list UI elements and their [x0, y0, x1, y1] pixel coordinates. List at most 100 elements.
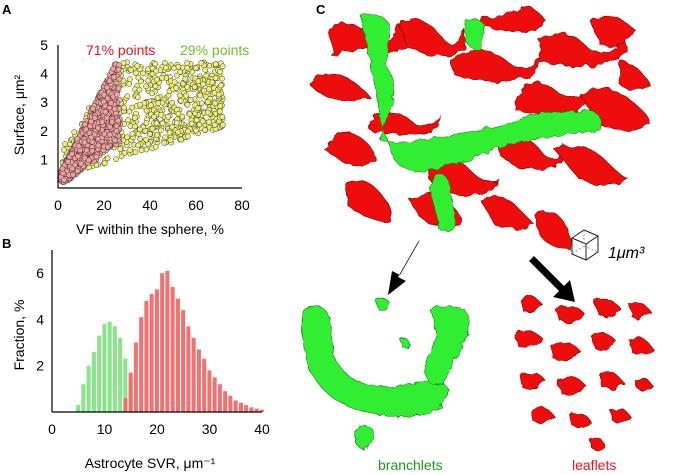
scatter-point [85, 157, 92, 163]
scatter-point [99, 119, 106, 125]
x-tick-label: 80 [234, 197, 250, 213]
scatter-point [136, 86, 143, 93]
scatter-point [219, 75, 225, 82]
scatter-point [115, 85, 122, 92]
scatter-point [95, 125, 101, 131]
scatter-point [118, 153, 125, 160]
scatter-point [135, 142, 141, 149]
histogram-bar [112, 326, 117, 412]
scatter-point [178, 97, 184, 104]
scatter-point [65, 158, 71, 165]
y-tick-label: 2 [36, 358, 44, 374]
scatter-point [217, 103, 224, 109]
scatter-point [217, 68, 223, 75]
annotation-71-points: 71% points [86, 42, 155, 58]
histogram-bar [154, 289, 159, 412]
histogram-bar [118, 337, 123, 412]
scatter-point [171, 79, 178, 86]
y-tick-label: 3 [40, 94, 48, 110]
scatter-point [124, 134, 130, 140]
histogram-bar [254, 408, 259, 412]
scatter-point [182, 75, 189, 82]
panel-label-a: A [2, 2, 12, 17]
scatter-point [69, 165, 75, 172]
scatter-point [215, 91, 222, 98]
scatter-point [157, 127, 164, 134]
histogram-bar [196, 349, 201, 412]
scatter-point [169, 124, 176, 130]
scatter-point [184, 133, 191, 140]
scatter-point [145, 77, 152, 84]
scatter-point [147, 102, 154, 109]
scatter-point [179, 113, 186, 120]
scatter-point [199, 118, 206, 125]
scatter-point [193, 117, 200, 123]
scatter-point [183, 92, 189, 99]
y-tick-label: 4 [36, 311, 44, 327]
scatter-points [57, 59, 226, 186]
scatter-point [101, 131, 108, 137]
scatter-point [162, 134, 169, 141]
y-tick-labels: 1 2 3 4 5 [40, 37, 48, 167]
branchlets-rendering [301, 297, 471, 451]
scatter-point [212, 61, 219, 68]
scatter-point [204, 109, 211, 116]
histogram-bar [191, 337, 196, 412]
scatter-point [206, 86, 212, 93]
scatter-point [184, 60, 191, 67]
scatter-point [143, 83, 149, 90]
scatter-point [161, 140, 168, 146]
scatter-point [113, 156, 120, 163]
scatter-point [211, 122, 218, 128]
astrocyte-3d-rendering: 1μm³ branchlets leaflets [301, 6, 654, 473]
scatter-point [170, 65, 177, 72]
scatter-point [212, 100, 218, 107]
y-tick-label: 4 [40, 66, 48, 82]
histogram-bar [259, 409, 264, 412]
scatter-point [165, 113, 172, 120]
scatter-point [74, 168, 81, 174]
x-tick-label: 30 [202, 421, 218, 437]
scatter-point [202, 67, 209, 73]
histogram-bar [249, 407, 254, 412]
scatter-point [132, 149, 139, 156]
scatter-point [153, 76, 160, 83]
branchlets-label: branchlets [378, 457, 443, 473]
scatter-point [70, 171, 76, 178]
scatter-point [147, 131, 153, 137]
scatter-point [108, 100, 114, 107]
histogram-bar [107, 321, 112, 412]
histogram-bar [133, 342, 138, 412]
histogram-bar [207, 370, 212, 412]
scatter-point [163, 64, 169, 71]
scatter-point [187, 97, 194, 103]
scatter-point [71, 129, 78, 135]
scatter-point [184, 101, 191, 108]
scatter-point [154, 95, 161, 101]
histogram-bar [123, 398, 128, 412]
histogram-bar [128, 372, 133, 412]
scatter-point [143, 107, 150, 114]
histogram-bar [175, 298, 180, 412]
scatter-point [135, 94, 141, 101]
scatter-point [205, 99, 211, 105]
scatter-point [132, 115, 138, 121]
scatter-point [176, 92, 183, 99]
scatter-point [175, 110, 182, 117]
scatter-point [167, 137, 174, 143]
scatter-point [143, 136, 150, 143]
y-axis-label: Fraction, % [11, 300, 27, 371]
scatter-point [173, 119, 180, 126]
histogram-bar [165, 270, 170, 412]
scatter-point [174, 72, 180, 79]
scatter-point [143, 120, 150, 126]
scatter-point [121, 104, 127, 111]
scatter-point [142, 128, 149, 134]
scatter-point [109, 119, 115, 125]
scatter-point [75, 153, 81, 160]
scatter-point [191, 84, 198, 90]
scatter-point [137, 136, 144, 142]
scatter-point [78, 160, 84, 167]
scatter-point [116, 76, 123, 83]
x-tick-label: 20 [149, 421, 165, 437]
